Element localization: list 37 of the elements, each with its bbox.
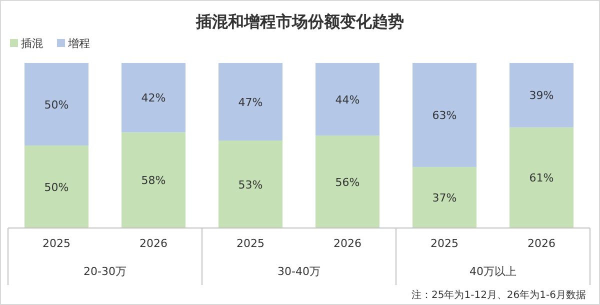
text: 40万以上 (470, 265, 516, 278)
data-label: 50% (44, 98, 69, 112)
bar (316, 136, 380, 228)
data-label: 58% (141, 174, 166, 188)
x-tick-label: 2025 (430, 237, 458, 250)
x-tick-label: 2025 (236, 237, 264, 250)
text: 30-40万 (278, 265, 320, 278)
x-tick-label: 2026 (334, 237, 362, 250)
text: 20-30万 (84, 265, 126, 278)
legend-label: 插混 (21, 37, 43, 50)
data-label: 63% (432, 108, 457, 122)
data-label: 56% (335, 176, 360, 189)
x-tick-label: 2025 (42, 237, 70, 250)
bar (218, 63, 282, 141)
data-label: 39% (529, 89, 554, 102)
bar (316, 63, 380, 136)
bar (218, 140, 282, 228)
x-tick-label: 2026 (140, 237, 168, 250)
x-tick-label: 2026 (528, 237, 556, 250)
bar (510, 63, 574, 128)
bar (510, 127, 574, 228)
data-label: 47% (238, 96, 263, 109)
bar (122, 132, 186, 228)
bar (122, 63, 186, 132)
data-label: 44% (335, 93, 360, 106)
data-label: 42% (141, 92, 166, 105)
data-label: 37% (432, 191, 457, 204)
text: 注：25年为1-12月、26年为1-6月数据 (412, 289, 586, 301)
bar (24, 146, 88, 228)
data-label: 50% (44, 180, 69, 194)
bar (412, 166, 476, 228)
chart-title: 插混和增程市场份额变化趋势 (195, 12, 404, 31)
legend-label: 增程 (67, 37, 90, 50)
data-label: 53% (238, 178, 263, 192)
bar (412, 63, 476, 167)
bar (24, 63, 88, 146)
data-label: 61% (529, 172, 554, 185)
